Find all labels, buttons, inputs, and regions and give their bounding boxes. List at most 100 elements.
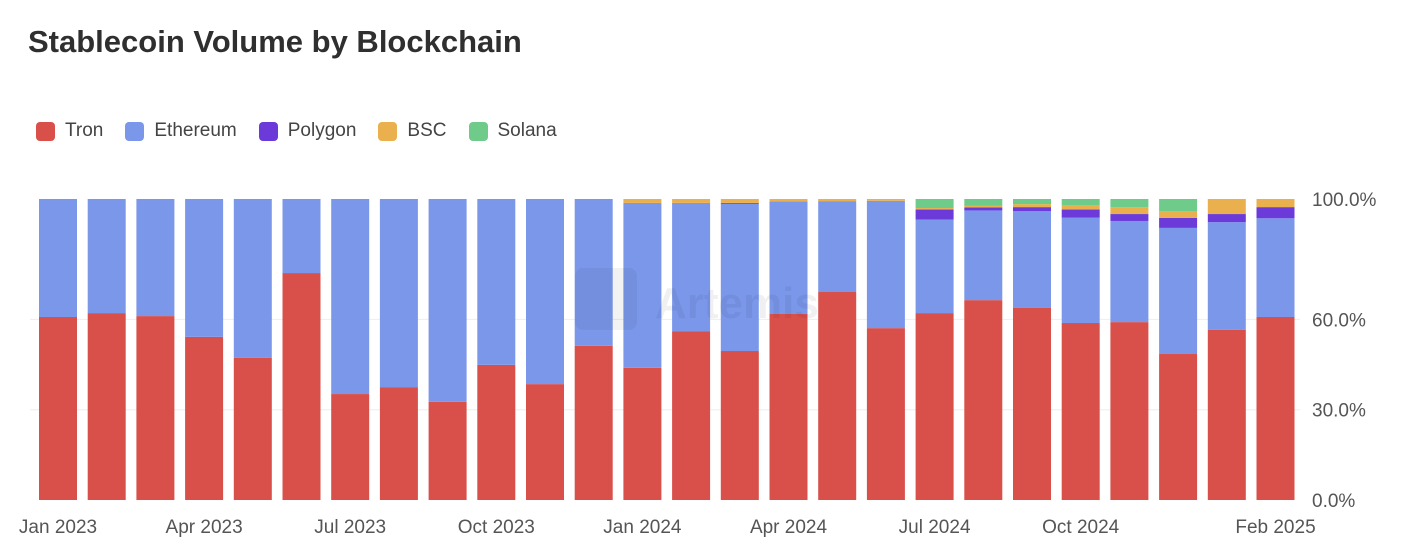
bar-bsc <box>1110 207 1149 215</box>
bar-bsc <box>623 199 662 203</box>
legend-item-polygon[interactable]: Polygon <box>258 120 357 142</box>
bar-tron <box>282 273 321 500</box>
x-tick-label: Apr 2023 <box>166 517 243 538</box>
legend-swatch <box>125 121 145 141</box>
bar-tron <box>915 313 954 500</box>
bar-tron <box>233 357 272 500</box>
bar-tron <box>379 387 418 500</box>
bar-ethereum <box>526 199 564 385</box>
bar-polygon <box>1013 207 1051 212</box>
bar-ethereum <box>1061 217 1100 324</box>
bar-ethereum <box>1159 227 1198 355</box>
bar-tron <box>1110 322 1149 500</box>
bar-ethereum <box>87 199 126 314</box>
bar-ethereum <box>769 201 808 314</box>
bar-tron <box>574 345 613 500</box>
bar-bsc <box>720 199 759 203</box>
bar-tron <box>477 364 516 500</box>
legend-label: Ethereum <box>154 120 237 141</box>
legend-item-ethereum[interactable]: Ethereum <box>125 120 237 142</box>
bar-tron <box>720 351 759 500</box>
bar-ethereum <box>428 199 467 402</box>
y-tick-label: 60.0% <box>1312 310 1366 331</box>
legend-item-solana[interactable]: Solana <box>468 120 557 142</box>
x-tick-label: Oct 2024 <box>1042 517 1120 538</box>
x-tick-label: Jan 2024 <box>603 517 682 538</box>
bar-tron <box>1207 329 1246 500</box>
bar-ethereum <box>136 199 175 317</box>
bar-tron <box>87 313 126 500</box>
bar-polygon <box>1159 217 1198 228</box>
bar-polygon <box>964 207 1003 211</box>
bar-polygon <box>915 209 954 220</box>
legend-swatch <box>258 121 278 141</box>
bar-tron <box>428 401 467 500</box>
bar-ethereum <box>1207 222 1246 330</box>
watermark: Artemis <box>655 279 819 328</box>
bar-tron <box>185 336 224 500</box>
bar-tron <box>1013 307 1051 500</box>
legend-label: Tron <box>65 120 104 141</box>
bar-tron <box>39 316 77 500</box>
y-tick-label: 100.0% <box>1312 190 1377 211</box>
y-tick-label: 0.0% <box>1312 491 1355 512</box>
legend-item-tron[interactable]: Tron <box>36 120 103 142</box>
watermark-logo <box>575 268 637 330</box>
legend: Tron Ethereum Polygon BSC Solana <box>36 120 557 142</box>
bar-ethereum <box>818 201 857 293</box>
x-tick-label: Jul 2024 <box>899 517 971 538</box>
bar-tron <box>866 328 905 500</box>
bar-tron <box>136 316 175 500</box>
bar-tron <box>818 292 857 500</box>
bar-bsc <box>769 199 808 202</box>
chart-title: Stablecoin Volume by Blockchain <box>28 24 522 59</box>
x-tick-label: Oct 2023 <box>458 517 535 538</box>
legend-swatch <box>36 121 55 141</box>
bar-ethereum <box>915 219 954 314</box>
bar-bsc <box>672 199 711 203</box>
legend-item-bsc[interactable]: BSC <box>378 120 447 142</box>
bar-tron <box>526 384 564 500</box>
y-tick-label: 30.0% <box>1312 401 1366 422</box>
legend-label: BSC <box>407 120 447 141</box>
bar-polygon <box>1110 214 1149 221</box>
bar-ethereum <box>866 200 905 329</box>
bar-ethereum <box>39 199 77 317</box>
bar-ethereum <box>574 199 613 346</box>
bar-polygon <box>1061 209 1100 218</box>
bar-polygon <box>720 202 759 204</box>
bar-bsc <box>1159 211 1198 218</box>
legend-swatch <box>378 121 398 141</box>
bar-solana <box>1110 199 1149 208</box>
bar-solana <box>1061 199 1100 206</box>
bar-bsc <box>964 205 1003 208</box>
bar-tron <box>1159 354 1198 500</box>
bar-ethereum <box>331 199 370 395</box>
bar-ethereum <box>672 202 711 332</box>
bar-bsc <box>866 199 905 201</box>
bar-ethereum <box>185 199 224 337</box>
x-tick-label: Jul 2023 <box>314 517 386 538</box>
bar-solana <box>1159 199 1198 212</box>
bar-ethereum <box>233 199 272 358</box>
x-tick-label: Feb 2025 <box>1235 517 1315 538</box>
bar-solana <box>964 199 1003 206</box>
bar-ethereum <box>720 203 759 352</box>
bar-bsc <box>1061 205 1100 210</box>
bar-ethereum <box>1110 220 1149 323</box>
bar-tron <box>1061 323 1100 500</box>
bar-ethereum <box>379 199 418 388</box>
bar-bsc <box>818 199 857 202</box>
bar-solana <box>1013 199 1051 205</box>
legend-label: Polygon <box>287 120 357 141</box>
bar-bsc <box>1256 199 1295 208</box>
bar-tron <box>672 331 711 500</box>
bar-ethereum <box>1013 211 1051 308</box>
bar-tron <box>623 367 662 500</box>
bar-ethereum <box>282 199 321 274</box>
bar-polygon <box>1207 214 1246 223</box>
bar-ethereum <box>964 210 1003 301</box>
x-tick-label: Apr 2024 <box>750 517 828 538</box>
x-tick-label: Jan 2023 <box>19 517 97 538</box>
